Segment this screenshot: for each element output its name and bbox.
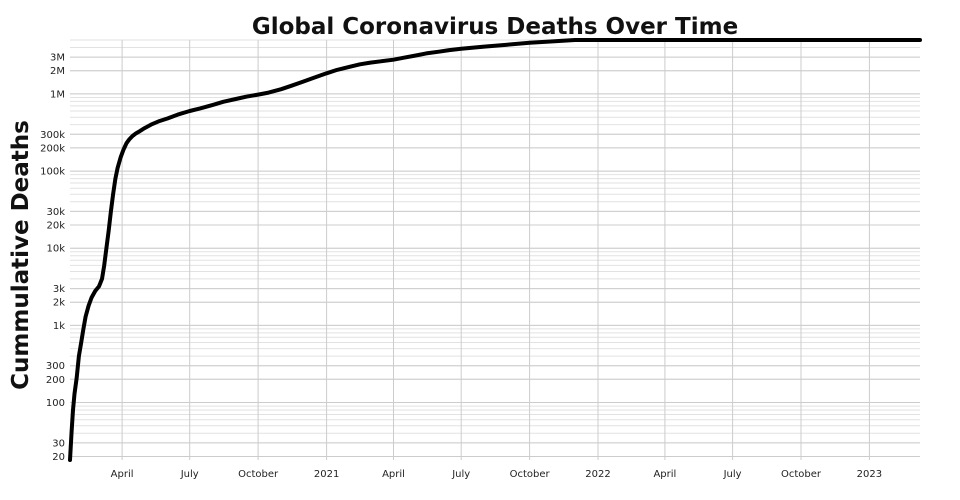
y-tick-label: 200: [46, 375, 65, 386]
x-tick-label: 2023: [857, 469, 882, 480]
y-tick-label: 200k: [40, 143, 65, 154]
deaths-series-line: [68, 38, 922, 462]
x-tick-label: October: [510, 469, 551, 480]
chart-title: Global Coronavirus Deaths Over Time: [251, 14, 739, 40]
x-tick-label: July: [723, 469, 742, 480]
x-tick-label: April: [653, 469, 676, 480]
y-tick-label: 20: [52, 452, 65, 463]
y-tick-label: 1M: [50, 89, 65, 100]
y-tick-label: 1k: [53, 321, 65, 332]
y-tick-label: 10k: [46, 244, 65, 255]
y-tick-label: 3M: [50, 53, 65, 64]
y-tick-label: 20k: [46, 221, 65, 232]
x-tick-label: April: [382, 469, 405, 480]
major-gridlines: [70, 40, 920, 460]
y-tick-label: 300: [46, 361, 65, 372]
x-tick-label: October: [781, 469, 822, 480]
y-tick-label: 30k: [46, 207, 65, 218]
x-tick-label: April: [111, 469, 134, 480]
x-tick-label: July: [180, 469, 199, 480]
y-tick-label: 30: [52, 438, 65, 449]
y-tick-label: 300k: [40, 130, 65, 141]
y-tick-label: 2M: [50, 66, 65, 77]
y-tick-labels: 20 30 100 200 300 1k 2k 3k 10k 20k 30k 100k 200k 300k…: [40, 53, 65, 463]
y-tick-label: 3k: [53, 284, 65, 295]
x-tick-label: July: [451, 469, 470, 480]
y-tick-label: 100: [46, 398, 65, 409]
y-tick-label: 100k: [40, 167, 65, 178]
x-tick-label: 2021: [314, 469, 339, 480]
y-tick-label: 2k: [53, 298, 65, 309]
x-tick-label: 2022: [585, 469, 610, 480]
x-tick-label: October: [238, 469, 279, 480]
x-tick-labels: April July October 2021 April July October 2022…: [111, 469, 882, 480]
